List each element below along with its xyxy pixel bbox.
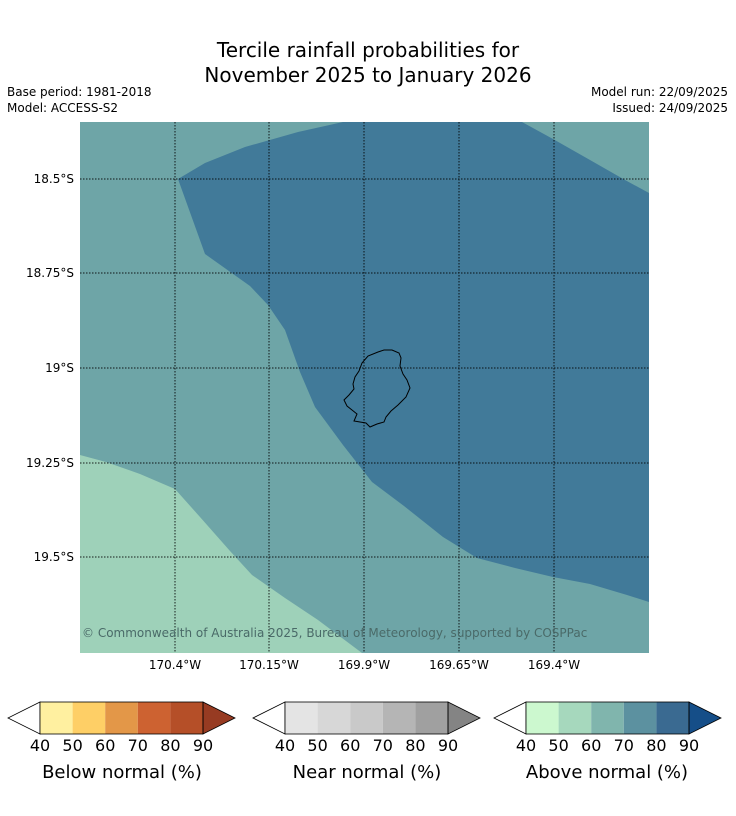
legend-high-arrow bbox=[688, 701, 722, 735]
lat-label: 18.75°S bbox=[26, 266, 74, 280]
legend-tick: 60 bbox=[340, 736, 360, 755]
issued-date: Issued: 24/09/2025 bbox=[612, 101, 728, 115]
legend-swatch bbox=[623, 702, 657, 734]
lon-label: 169.65°W bbox=[429, 658, 489, 672]
legend-tick: 50 bbox=[307, 736, 327, 755]
legend-low-arrow bbox=[493, 701, 527, 735]
lon-label: 170.4°W bbox=[149, 658, 201, 672]
legend-swatch bbox=[350, 702, 383, 734]
legend-swatch bbox=[72, 702, 106, 734]
legend-swatch bbox=[170, 702, 203, 734]
island-outline bbox=[343, 349, 411, 428]
longitude-labels: 170.4°W 170.15°W 169.9°W 169.65°W 169.4°… bbox=[149, 658, 580, 672]
legend-swatch bbox=[382, 702, 416, 734]
meta-right: Model run: 22/09/2025 Issued: 24/09/2025 bbox=[591, 84, 728, 116]
legend-title: Near normal (%) bbox=[293, 762, 442, 783]
legend-tick: 90 bbox=[438, 736, 458, 755]
legend-swatch bbox=[317, 702, 351, 734]
legend-swatch bbox=[656, 702, 689, 734]
legend-below-normal: 40 50 60 70 80 90 Below normal (%) bbox=[7, 701, 236, 783]
legend-tick: 90 bbox=[679, 736, 699, 755]
legend-tick: 70 bbox=[128, 736, 148, 755]
legend-low-arrow bbox=[252, 701, 286, 735]
map-title: Tercile rainfall probabilities for Novem… bbox=[0, 38, 736, 88]
base-period: Base period: 1981-2018 bbox=[7, 85, 152, 99]
legend-tick: 70 bbox=[614, 736, 634, 755]
legend-swatch bbox=[526, 702, 559, 734]
legend-tick: 50 bbox=[62, 736, 82, 755]
legend-frame bbox=[284, 701, 449, 735]
meta-left: Base period: 1981-2018 Model: ACCESS-S2 bbox=[7, 84, 152, 116]
copyright-notice: © Commonwealth of Australia 2025, Bureau… bbox=[82, 626, 587, 640]
title-line-2: November 2025 to January 2026 bbox=[204, 63, 532, 87]
legend-high-arrow bbox=[202, 701, 236, 735]
title-line-1: Tercile rainfall probabilities for bbox=[216, 38, 520, 62]
lat-label: 19.25°S bbox=[26, 456, 74, 470]
legend-swatch bbox=[40, 702, 73, 734]
legend-frame bbox=[525, 701, 690, 735]
lon-label: 169.4°W bbox=[528, 658, 580, 672]
legend-swatch bbox=[415, 702, 448, 734]
legend-tick: 40 bbox=[275, 736, 295, 755]
model-run: Model run: 22/09/2025 bbox=[590, 85, 728, 99]
legend-above-normal: 40 50 60 70 80 90 Above normal (%) bbox=[493, 701, 722, 783]
legend-swatch bbox=[558, 702, 592, 734]
legend-tick: 60 bbox=[95, 736, 115, 755]
gridlines bbox=[80, 122, 649, 653]
lon-label: 170.15°W bbox=[239, 658, 299, 672]
legend-tick: 60 bbox=[581, 736, 601, 755]
legend-tick: 50 bbox=[548, 736, 568, 755]
legend-swatch bbox=[285, 702, 318, 734]
legend-tick: 80 bbox=[405, 736, 425, 755]
legend-swatch bbox=[105, 702, 138, 734]
legend-title: Above normal (%) bbox=[526, 762, 688, 783]
lat-label: 19°S bbox=[45, 361, 74, 375]
lat-label: 18.5°S bbox=[34, 172, 74, 186]
lon-label: 169.9°W bbox=[338, 658, 390, 672]
latitude-labels: 18.5°S 18.75°S 19°S 19.25°S 19.5°S bbox=[26, 172, 74, 564]
legend-tick: 70 bbox=[373, 736, 393, 755]
legend-low-arrow bbox=[7, 701, 41, 735]
legend-tick: 80 bbox=[646, 736, 666, 755]
legend-frame bbox=[39, 701, 204, 735]
legend-high-arrow bbox=[447, 701, 481, 735]
model-name: Model: ACCESS-S2 bbox=[7, 101, 119, 115]
zone-above-50 bbox=[80, 455, 362, 653]
legend-near-normal: 40 50 60 70 80 90 Near normal (%) bbox=[252, 701, 481, 783]
map-area: © Commonwealth of Australia 2025, Bureau… bbox=[80, 122, 649, 653]
legend-swatch bbox=[137, 702, 171, 734]
legend-swatch bbox=[591, 702, 624, 734]
legend-tick: 90 bbox=[193, 736, 213, 755]
zone-above-70 bbox=[178, 122, 649, 602]
legend-title: Below normal (%) bbox=[42, 762, 202, 783]
lat-label: 19.5°S bbox=[34, 550, 74, 564]
legend-tick: 40 bbox=[30, 736, 50, 755]
legend-tick: 40 bbox=[516, 736, 536, 755]
legend-tick: 80 bbox=[160, 736, 180, 755]
